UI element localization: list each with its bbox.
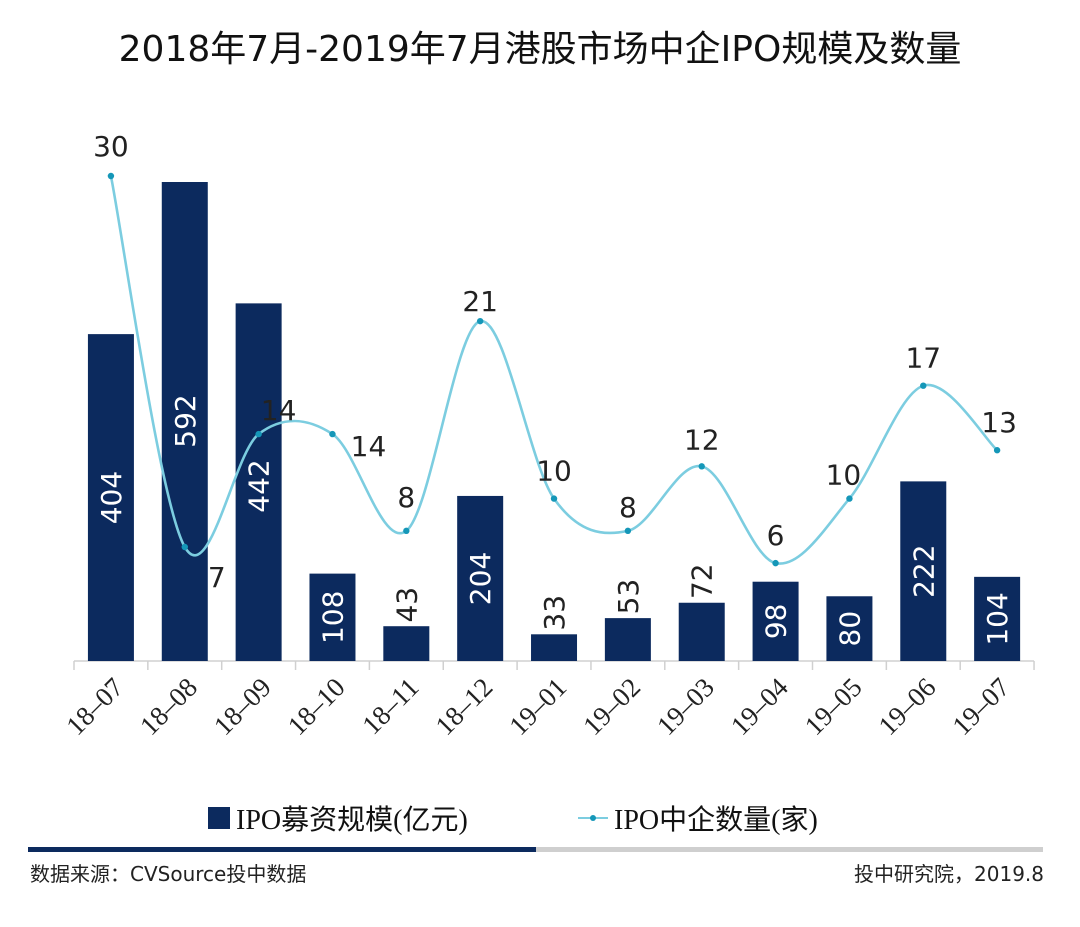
bar-18-08	[161, 182, 208, 661]
bar-value-label: 404	[95, 471, 128, 524]
bar-18-10	[309, 573, 356, 661]
line-point-18-11	[403, 527, 410, 535]
bar-19-04	[752, 581, 799, 661]
chart-legend: IPO募资规模(亿元) IPO中企数量(家)	[0, 798, 1080, 838]
line-point-18-10	[329, 430, 336, 438]
x-tick-label: 19–02	[577, 672, 646, 741]
line-value-label: 8	[619, 491, 637, 524]
bar-19-06	[900, 481, 947, 661]
x-tick-label: 19–04	[725, 672, 794, 741]
bar-18-12	[457, 495, 504, 661]
bar-value-label: 33	[538, 595, 571, 631]
bar-value-label: 104	[981, 592, 1014, 645]
line-series-count	[109, 175, 999, 565]
legend-line-marker-icon	[578, 807, 608, 829]
bar-18-11	[383, 626, 430, 661]
line-point-19-05	[846, 495, 853, 502]
line-point-19-03	[698, 463, 705, 470]
x-tick-label: 18–09	[208, 672, 277, 741]
x-tick-label: 18–10	[282, 672, 351, 741]
legend-bar-swatch-icon	[208, 807, 230, 829]
bar-value-label: 204	[464, 552, 497, 605]
line-value-label: 8	[397, 481, 415, 514]
line-point-19-07	[993, 447, 1001, 454]
line-value-label: 30	[93, 130, 129, 163]
line-point-18-08	[181, 543, 188, 551]
chart-title: 2018年7月-2019年7月港股市场中企IPO规模及数量	[118, 29, 962, 70]
footer-divider-accent	[28, 847, 536, 852]
bar-value-label: 72	[686, 563, 719, 599]
line-value-label: 14	[351, 430, 387, 463]
line-value-label: 6	[767, 519, 785, 552]
line-value-label: 10	[536, 455, 572, 488]
bar-value-label: 222	[907, 544, 940, 597]
line-value-label: 21	[462, 285, 498, 318]
line-point-19-06	[920, 382, 927, 389]
bar-19-05	[826, 596, 873, 661]
bar-value-label: 80	[833, 611, 866, 647]
bar-value-label: 98	[760, 604, 793, 640]
bar-value-label: 592	[169, 394, 202, 447]
line-value-label: 12	[684, 423, 720, 456]
line-value-label: 14	[261, 394, 297, 427]
x-tick-label: 19–06	[873, 672, 942, 741]
bar-19-07	[974, 576, 1021, 661]
legend-item-line: IPO中企数量(家)	[578, 798, 818, 838]
line-point-19-02	[624, 527, 632, 535]
x-tick-label: 19–07	[946, 672, 1015, 741]
x-tick-label: 18–12	[429, 672, 498, 741]
bar-value-label: 53	[612, 579, 645, 615]
legend-item-bar: IPO募资规模(亿元)	[208, 798, 468, 838]
legend-bar-label: IPO募资规模(亿元)	[236, 805, 468, 836]
line-value-label: 7	[208, 561, 226, 594]
bar-19-02	[604, 618, 651, 661]
x-tick-label: 19–05	[799, 672, 868, 741]
x-tick-label: 19–01	[503, 672, 572, 741]
bar-19-03	[678, 602, 725, 661]
bar-18-07	[87, 334, 134, 661]
bar-19-01	[531, 634, 578, 661]
bar-value-label: 43	[390, 587, 423, 623]
line-value-label: 13	[981, 406, 1017, 439]
legend-line-label: IPO中企数量(家)	[614, 805, 818, 836]
line-point-19-04	[772, 559, 779, 567]
x-tick-label: 18–11	[356, 672, 424, 740]
bar-18-09	[235, 303, 282, 661]
line-point-18-07	[107, 172, 115, 180]
line-value-label: 10	[826, 459, 862, 492]
x-tick-label: 18–08	[134, 672, 203, 741]
publisher-credit: 投中研究院，2019.8	[854, 862, 1044, 886]
line-point-19-01	[550, 495, 558, 502]
line-value-label: 17	[905, 342, 941, 375]
line-point-18-12	[476, 317, 484, 325]
bar-value-label: 442	[243, 459, 276, 512]
footer-divider-rest	[536, 847, 1043, 852]
bar-value-label: 108	[316, 591, 349, 644]
data-source-note: 数据来源：CVSource投中数据	[30, 862, 307, 886]
x-tick-label: 19–03	[651, 672, 720, 741]
x-tick-label: 18–07	[60, 672, 129, 741]
line-point-18-09	[255, 430, 262, 438]
